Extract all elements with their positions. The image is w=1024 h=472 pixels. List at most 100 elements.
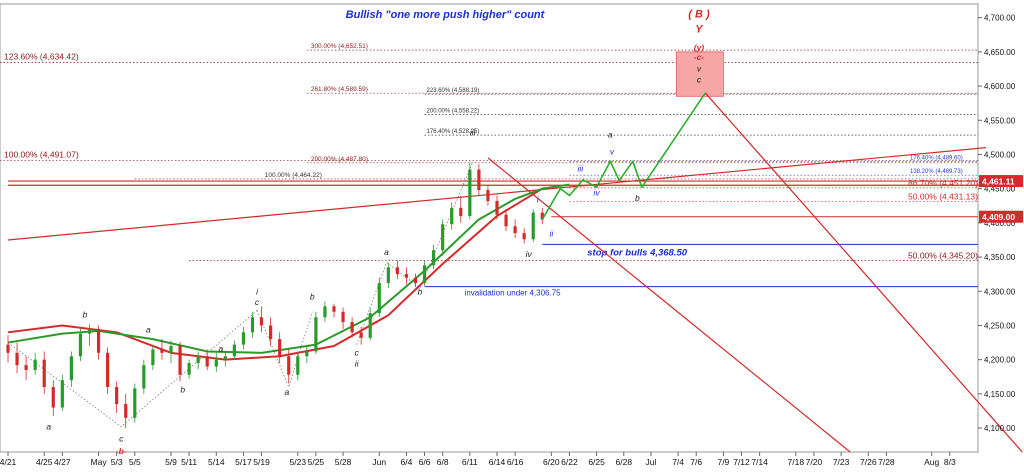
y-axis: 4,100.00 4,150.00 4,200.00 4,250.00 4,300.00… (978, 14, 1023, 433)
fib-label: 86.70% (4,451.20) (908, 178, 978, 188)
x-tick-label: 7/20 (806, 457, 823, 467)
x-tick-label: 5/28 (335, 457, 352, 467)
wave-label: c (255, 297, 260, 307)
candle-body (450, 207, 454, 225)
y-tick-label: 4,150.00 (984, 390, 1016, 399)
candle-body (350, 322, 354, 333)
x-tick-label: 6/22 (561, 457, 578, 467)
candle-body (278, 339, 282, 357)
candle-body (422, 265, 427, 284)
level-label: invalidation under 4,306.75 (465, 289, 562, 298)
candle-body (477, 169, 481, 191)
wave-label: b (418, 287, 423, 297)
candle-body (169, 345, 173, 353)
x-tick-label: May (91, 457, 108, 467)
wave-label: (y) (694, 43, 705, 53)
candle-body (69, 356, 73, 381)
wave-label: ii (549, 229, 554, 239)
x-tick-label: 5/19 (253, 457, 270, 467)
y-tick-label: 4,100.00 (984, 424, 1016, 433)
x-tick-label: 8/3 (944, 457, 956, 467)
wave-label: a (46, 421, 51, 431)
y-tick-label: 4,650.00 (984, 48, 1016, 57)
wave-label: a (218, 343, 223, 353)
wave-label: v (610, 146, 615, 156)
level-label: stop for bulls 4,368.50 (587, 247, 687, 258)
chart-title: Bullish "one more push higher" count (346, 9, 546, 21)
wave-label: c (697, 75, 702, 85)
candle-body (178, 345, 182, 375)
y-tick-label: 4,300.00 (984, 287, 1016, 296)
y-tick-label: 4,500.00 (984, 150, 1016, 159)
x-tick-label: 6/25 (588, 457, 605, 467)
candle-body (287, 356, 291, 375)
wave-label: iii (470, 127, 477, 137)
x-tick-label: 7/14 (751, 457, 768, 467)
x-tick-label: 4/21 (0, 457, 17, 467)
fib-label: 138.20% (4,469.73) (910, 169, 963, 175)
candle-body (78, 333, 83, 357)
wave-label: v (697, 64, 702, 74)
fib-levels: 300.00% (4,652.51) 261.80% (4,589.59) 200.… (0, 43, 978, 261)
candle-body (359, 332, 363, 338)
grid (0, 3, 979, 453)
candle-body (404, 274, 409, 278)
price-tag: 4,461.11 (982, 177, 1015, 187)
wave-label: ii (355, 359, 360, 369)
candle-body (223, 356, 227, 360)
fib-label: 50.00% (4,345.20) (908, 250, 978, 260)
candle-body (305, 351, 309, 357)
candle-body (241, 332, 246, 345)
candle-body (531, 212, 535, 240)
price-tag-bg (979, 175, 1023, 188)
candle-body (368, 313, 372, 338)
fib-label: 261.80% (4,589.59) (311, 86, 368, 93)
fib-label: 200.00% (4,558.22) (427, 109, 480, 115)
x-axis: 4/21 4/25 4/27 May 5/3 5/5 5/9 5/11 5/14 5/17 5/19… (0, 452, 956, 467)
wave-label: -b- (116, 446, 127, 456)
x-tick-label: 7/26 (860, 457, 877, 467)
wave-label: -c- (694, 52, 705, 62)
fib-label: 123.60% (4,634.42) (4, 52, 79, 62)
wave-path (356, 162, 473, 345)
candle-body (232, 344, 236, 357)
fib-label: 300.00% (4,652.51) (311, 43, 368, 50)
fib-label: 223.60% (4,588.19) (427, 88, 480, 94)
candle-body (441, 224, 445, 251)
candle-body (377, 283, 381, 314)
candle-body (87, 329, 92, 334)
wave-label: iv (526, 249, 533, 259)
y-tick-label: 4,700.00 (984, 14, 1016, 23)
x-tick-label: 5/14 (208, 457, 225, 467)
wave-label: a (608, 129, 613, 139)
candle-body (124, 404, 128, 418)
x-tick-label: 7/23 (833, 457, 850, 467)
ma-green (7, 183, 570, 354)
x-tick-label: 6/8 (437, 457, 449, 467)
fib-label: 176.40% (4,528.25) (427, 129, 480, 135)
candle-body (468, 169, 472, 217)
x-tick-label: 5/9 (165, 457, 177, 467)
x-tick-label: 6/11 (462, 457, 478, 467)
candle-body (214, 359, 218, 367)
wave-label: iv (594, 188, 601, 198)
candle-body (395, 267, 399, 275)
trendline (487, 157, 851, 453)
x-tick-label: Aug (924, 457, 939, 467)
candle-body (513, 226, 517, 234)
wave-label: ( B ) (688, 9, 710, 21)
candle-body (250, 317, 255, 333)
projection-path (541, 92, 706, 220)
candle-body (24, 365, 28, 370)
x-tick-label: 7/6 (690, 457, 702, 467)
x-tick-label: 6/16 (507, 457, 524, 467)
x-tick-label: 5/11 (181, 457, 197, 467)
candle-body (413, 277, 418, 284)
candle-body (51, 387, 55, 408)
wave-label: a (146, 324, 151, 334)
candle-body (33, 359, 37, 370)
candle-body (522, 233, 526, 240)
y-tick-label: 4,250.00 (984, 321, 1016, 330)
candle-body (504, 214, 508, 227)
x-tick-label: 6/20 (543, 457, 560, 467)
